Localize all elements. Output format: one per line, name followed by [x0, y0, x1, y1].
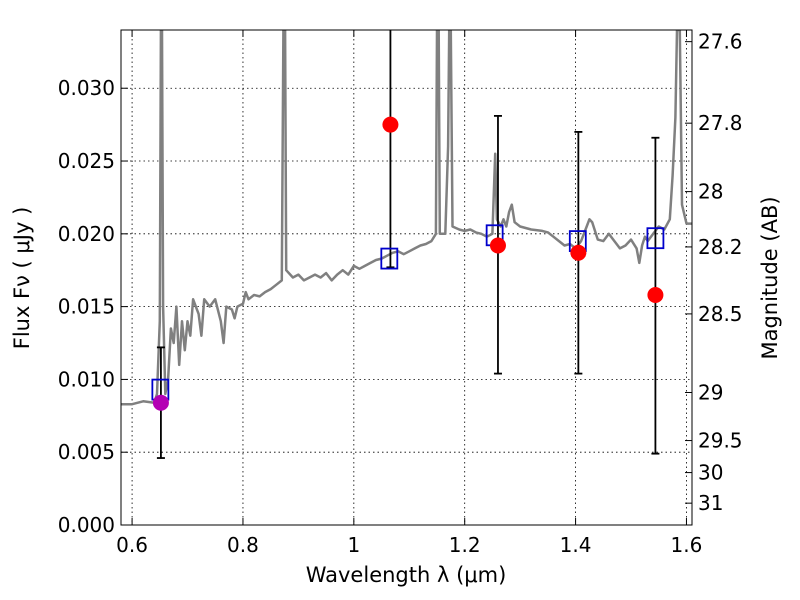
tick-labels: 0.6 0.8 1 1.2 1.4 1.6 0.000 0.005 0.010 0.015 0.02…	[58, 30, 743, 557]
mag-tick-label: 28	[698, 180, 723, 204]
y-tick-label: 0.020	[58, 222, 115, 246]
model-photometry-square	[380, 247, 399, 270]
observed-point	[570, 244, 587, 261]
mag-tick-label: 27.8	[698, 111, 743, 135]
grid-lines	[121, 30, 692, 525]
axis-ticks	[121, 30, 692, 526]
error-bars-layer	[156, 30, 660, 459]
y-tick-label: 0.010	[58, 367, 115, 391]
observed-points-layer	[152, 116, 664, 411]
x-axis-title: Wavelength λ (μm)	[306, 563, 507, 587]
model-photometry-layer	[151, 224, 665, 401]
observed-point	[152, 394, 169, 411]
x-tick-label: 1.6	[671, 533, 703, 557]
mag-tick-label: 29.5	[698, 429, 743, 453]
observed-point	[382, 116, 399, 133]
x-tick-label: 1.2	[449, 533, 481, 557]
x-tick-label: 1	[347, 533, 360, 557]
mag-tick-label: 29	[698, 381, 723, 405]
x-tick-label: 1.4	[560, 533, 592, 557]
mag-tick-label: 28.5	[698, 302, 743, 326]
x-tick-label: 0.8	[227, 533, 259, 557]
model-photometry-square	[646, 227, 665, 250]
mag-tick-label: 27.6	[698, 30, 743, 54]
observed-point	[647, 286, 664, 303]
y-tick-label: 0.005	[58, 440, 115, 464]
y-axis-title: Flux Fν ( μJy )	[10, 207, 34, 350]
mag-tick-label: 31	[698, 491, 723, 515]
y2-axis-title: Magnitude (AB)	[758, 196, 782, 359]
mag-tick-label: 30	[698, 461, 723, 485]
mag-tick-label: 28.2	[698, 235, 743, 259]
y-tick-label: 0.000	[58, 513, 115, 537]
x-tick-label: 0.6	[116, 533, 148, 557]
y-tick-label: 0.025	[58, 149, 115, 173]
observed-point	[489, 237, 506, 254]
spectrum-line	[121, 30, 692, 406]
y-tick-label: 0.030	[58, 76, 115, 100]
plot-frame	[120, 29, 693, 526]
y-tick-label: 0.015	[58, 295, 115, 319]
model-spectrum-layer	[121, 30, 692, 406]
